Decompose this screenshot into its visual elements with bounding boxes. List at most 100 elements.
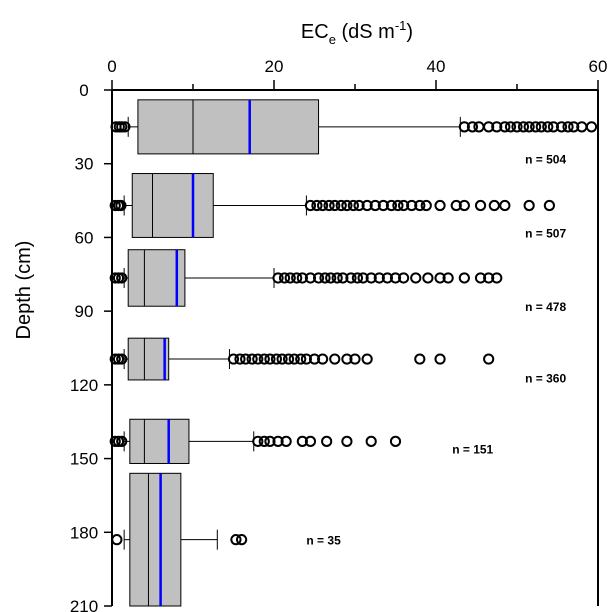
outlier-point xyxy=(282,353,295,365)
outlier-point xyxy=(365,272,377,284)
outlier-point xyxy=(406,199,418,212)
outlier-point xyxy=(276,353,288,365)
box-rect xyxy=(131,173,214,238)
outlier-point xyxy=(317,199,329,212)
outlier-point xyxy=(458,272,470,284)
outlier-point xyxy=(483,353,495,365)
outlier-point xyxy=(535,121,547,133)
outlier-point xyxy=(300,353,312,365)
outlier-point xyxy=(585,121,598,133)
y-tick-label: 150 xyxy=(70,450,98,469)
outlier-point xyxy=(365,435,377,447)
outlier-point xyxy=(115,199,127,212)
outlier-point xyxy=(116,353,128,365)
outlier-point xyxy=(264,435,276,447)
outlier-point xyxy=(543,199,556,212)
outlier-point xyxy=(504,121,517,133)
outlier-point xyxy=(349,353,361,365)
x-tick-label: 0 xyxy=(107,57,116,76)
outlier-point xyxy=(410,272,422,284)
outlier-point xyxy=(483,272,495,284)
outlier-point xyxy=(252,353,264,365)
outlier-point xyxy=(109,199,121,212)
outlier-point xyxy=(385,199,398,212)
outlier-point xyxy=(341,199,353,212)
outlier-point xyxy=(319,272,331,284)
outlier-point xyxy=(499,121,511,133)
outlier-point xyxy=(414,353,426,365)
outlier-point xyxy=(304,199,317,212)
outlier-point xyxy=(530,121,542,133)
outlier-point xyxy=(234,353,246,365)
outlier-point xyxy=(381,272,393,284)
outlier-point xyxy=(230,534,242,546)
outlier-point xyxy=(488,199,500,212)
outlier-point xyxy=(389,435,402,447)
y-tick-label: 180 xyxy=(70,523,98,542)
y-tick-label: 0 xyxy=(79,81,88,100)
outlier-point xyxy=(341,435,353,447)
outlier-point xyxy=(116,121,128,133)
outlier-point xyxy=(295,353,307,365)
outlier-point xyxy=(304,435,317,447)
outlier-point xyxy=(252,435,264,447)
outlier-point xyxy=(325,272,337,284)
outlier-point xyxy=(474,199,487,212)
outlier-point xyxy=(284,272,296,284)
x-tick-label: 20 xyxy=(265,57,284,76)
outlier-point xyxy=(511,121,523,133)
outlier-point xyxy=(434,353,446,365)
y-tick-label: 120 xyxy=(70,376,98,395)
outlier-point xyxy=(398,199,410,212)
outlier-point xyxy=(450,199,462,212)
outlier-point xyxy=(296,272,308,284)
outlier-point xyxy=(112,435,125,447)
outlier-point xyxy=(236,534,248,546)
outlier-point xyxy=(311,199,323,212)
box-rect xyxy=(127,337,170,381)
outlier-point xyxy=(304,272,317,284)
outlier-point xyxy=(392,199,404,212)
outlier-point xyxy=(109,353,121,365)
outlier-point xyxy=(288,353,300,365)
outlier-point xyxy=(291,272,303,284)
outlier-point xyxy=(109,435,121,447)
outlier-point xyxy=(341,353,353,365)
outlier-point xyxy=(361,353,373,365)
outlier-point xyxy=(542,121,554,133)
outlier-point xyxy=(323,199,335,212)
outlier-point xyxy=(345,272,357,284)
outlier-point xyxy=(369,199,381,212)
sample-size-label: n = 504 xyxy=(525,153,566,167)
outlier-point xyxy=(473,121,485,133)
outlier-point xyxy=(111,534,123,546)
outlier-point xyxy=(272,272,284,284)
y-tick-label: 210 xyxy=(70,597,98,612)
sample-size-label: n = 35 xyxy=(306,534,341,548)
outlier-point xyxy=(389,272,402,284)
box-rect xyxy=(129,472,182,607)
outlier-point xyxy=(555,121,568,133)
outlier-point xyxy=(119,121,131,133)
outlier-point xyxy=(373,272,385,284)
outlier-point xyxy=(308,353,321,365)
outlier-point xyxy=(517,121,530,133)
outlier-point xyxy=(272,435,284,447)
outlier-point xyxy=(321,435,333,447)
outlier-point xyxy=(357,272,369,284)
outlier-point xyxy=(434,199,446,212)
y-axis-title: Depth (cm) xyxy=(13,241,35,340)
outlier-point xyxy=(568,121,580,133)
outlier-point xyxy=(280,435,292,447)
outlier-point xyxy=(353,199,365,212)
outlier-point xyxy=(116,435,128,447)
outlier-point xyxy=(312,272,325,284)
outlier-point xyxy=(347,199,359,212)
outlier-point xyxy=(264,353,276,365)
outlier-point xyxy=(116,272,128,284)
outlier-point xyxy=(562,121,574,133)
sample-size-label: n = 151 xyxy=(452,443,493,457)
outlier-point xyxy=(246,353,258,365)
outlier-point xyxy=(422,272,434,284)
